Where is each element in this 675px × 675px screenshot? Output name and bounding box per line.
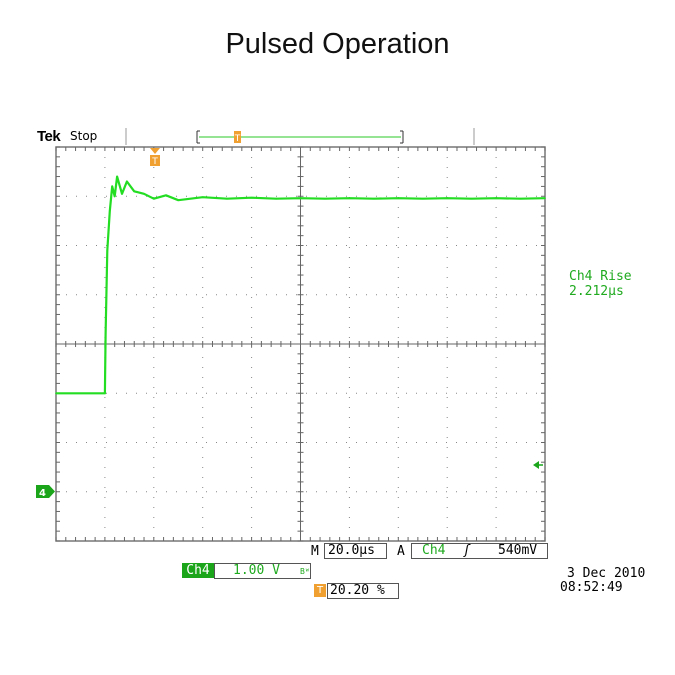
date: 3 Dec 2010 <box>567 566 646 581</box>
waveform-point <box>143 193 145 195</box>
waveform-point <box>55 392 57 395</box>
measurement-name: Ch4 Rise <box>569 269 632 284</box>
waveform-point <box>121 193 123 195</box>
waveform-point <box>116 175 118 178</box>
trigger-prefix: A <box>397 544 405 559</box>
trigger-position-icon: T <box>314 584 326 597</box>
waveform-point <box>153 197 155 200</box>
page-title: Pulsed Operation <box>225 28 450 60</box>
timebase-prefix: M <box>311 544 319 559</box>
graticule-grid <box>55 146 546 542</box>
waveform-point <box>133 190 135 193</box>
bandwidth-limit-indicator: Bᵂ <box>300 567 310 576</box>
waveform-point <box>373 197 375 200</box>
svg-text:T: T <box>234 134 241 144</box>
waveform-point <box>299 197 302 199</box>
measurement-value: 2.212µs <box>569 284 624 299</box>
waveform-point <box>104 333 107 335</box>
brand-logo: Tek <box>37 128 61 145</box>
svg-text:4: 4 <box>39 488 46 499</box>
waveform-point <box>519 197 522 200</box>
trigger-level-arrow-icon <box>533 461 543 469</box>
trigger-source: Ch4 <box>422 543 446 558</box>
waveform-point <box>113 195 116 198</box>
record-window-bracket <box>196 130 404 144</box>
waveform-point <box>126 180 128 183</box>
waveform-point <box>165 194 167 197</box>
channel-scale: 1.00 V <box>233 563 280 578</box>
waveform-point <box>250 196 253 199</box>
waveform-point <box>106 249 109 252</box>
waveform-point <box>470 197 473 200</box>
trigger-position-value: 20.20 % <box>327 583 399 599</box>
waveform-point <box>111 185 113 188</box>
timebase-value: 20.0µs <box>324 543 387 559</box>
record-trigger-marker-icon: T <box>234 131 241 144</box>
trigger-slope-icon: ʃ <box>463 543 471 558</box>
measurement-readout: Ch4 Rise 2.212µs <box>569 269 632 299</box>
waveform-point <box>324 197 326 200</box>
waveform-point <box>201 196 204 198</box>
time: 08:52:49 <box>560 580 623 595</box>
waveform-point <box>495 197 497 199</box>
waveform-point <box>104 392 106 395</box>
waveform-point <box>446 197 449 199</box>
acquisition-state: Stop <box>70 129 98 143</box>
waveform-line <box>56 175 546 395</box>
waveform-point <box>348 197 351 199</box>
waveform-point <box>544 197 546 199</box>
trigger-level: 540mV <box>498 543 538 558</box>
waveform-point <box>397 197 400 199</box>
trigger-readout: Ch4 ʃ 540mV <box>411 543 548 559</box>
svg-text:T: T <box>151 157 158 167</box>
waveform-point <box>109 210 111 212</box>
waveform-trace <box>55 175 546 395</box>
waveform-point <box>422 197 424 200</box>
channel-4-ground-marker-icon: 4 <box>36 485 55 499</box>
trigger-position-marker-icon: T <box>150 148 160 167</box>
channel-scale-readout: 1.00 V Bᵂ <box>214 563 311 579</box>
waveform-point <box>275 197 277 200</box>
channel-label: Ch4 <box>182 563 214 578</box>
waveform-point <box>226 197 228 200</box>
waveform-point <box>177 199 180 201</box>
timestamp: 3 Dec 2010 08:52:49 <box>560 567 645 595</box>
